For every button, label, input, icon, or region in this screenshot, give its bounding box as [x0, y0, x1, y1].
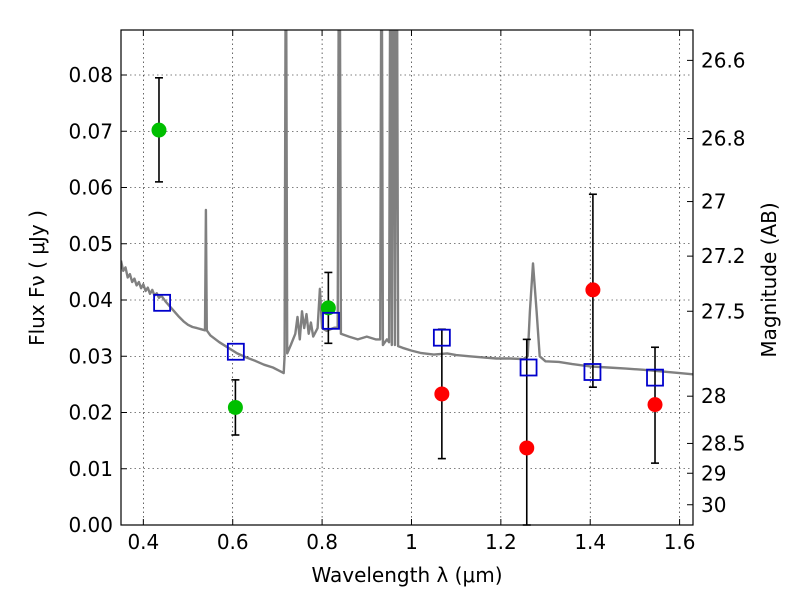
model-point — [226, 342, 245, 361]
y2-tick-label: 26.8 — [701, 127, 746, 151]
data-point — [151, 122, 167, 138]
plot-background — [121, 30, 693, 525]
y2-tick-label: 26.6 — [701, 48, 746, 72]
y2-tick-label: 27.2 — [701, 244, 746, 268]
y-axis-title: Flux Fν ( μJy ) — [25, 210, 49, 346]
x-tick-label: 0.6 — [217, 530, 249, 554]
model-point — [153, 293, 172, 312]
x-tick-label: 0.4 — [127, 530, 159, 554]
data-point — [585, 282, 601, 298]
y-tick-label: 0.02 — [68, 401, 113, 425]
grid — [121, 30, 693, 526]
y-tick-label: 0.07 — [68, 119, 113, 143]
model-point — [519, 358, 538, 377]
y2-tick-label: 28.5 — [701, 431, 746, 455]
marker-layer — [151, 77, 664, 526]
x-tick-label: 1.2 — [485, 530, 517, 554]
y2-tick-label: 27.5 — [701, 299, 746, 323]
model-point — [646, 368, 664, 387]
x-tick-label: 0.8 — [306, 530, 338, 554]
x-tick-label: 1 — [405, 530, 418, 554]
data-point — [227, 399, 243, 415]
y-tick-label: 0.01 — [68, 457, 113, 481]
x-tick-label: 1.4 — [574, 530, 606, 554]
x-axis-title: Wavelength λ (μm) — [311, 563, 502, 587]
axis-layer: 0.4 0.6 0.8 1 1.2 1.4 1.6 0.00 0.01 0.02 0.03 0.04 0… — [68, 30, 746, 554]
y-tick-label: 0.05 — [68, 232, 113, 256]
data-point — [519, 440, 535, 456]
y2-tick-label: 27 — [701, 190, 726, 214]
x-tick-label: 1.6 — [664, 530, 696, 554]
y-tick-label: 0.03 — [68, 344, 113, 368]
model-point — [432, 328, 451, 347]
y-tick-label: 0.00 — [68, 513, 113, 537]
y2-tick-label: 29 — [701, 461, 726, 485]
y2-tick-label: 30 — [701, 493, 726, 517]
y-tick-label: 0.06 — [68, 176, 113, 200]
y2-axis-title: Magnitude (AB) — [757, 202, 781, 357]
data-point — [434, 386, 450, 402]
model-point — [583, 363, 602, 381]
plot-frame — [120, 29, 694, 526]
data-point — [647, 397, 663, 413]
model-point — [322, 311, 340, 330]
y-tick-label: 0.08 — [68, 63, 113, 87]
y2-tick-label: 28 — [701, 384, 726, 408]
y-tick-label: 0.04 — [68, 288, 113, 312]
data-point — [320, 300, 336, 316]
